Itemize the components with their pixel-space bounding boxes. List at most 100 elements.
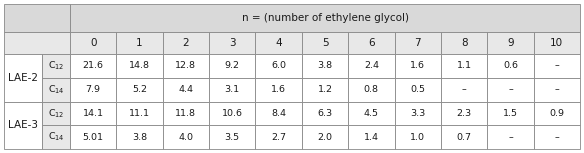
Text: 14.8: 14.8 [129, 61, 150, 70]
Text: –: – [462, 85, 467, 94]
Bar [116, 54, 163, 78]
Bar [348, 125, 395, 149]
Bar [302, 32, 348, 54]
Bar [395, 54, 441, 78]
Text: 1.4: 1.4 [364, 133, 379, 142]
Text: 9: 9 [507, 38, 514, 48]
Bar [487, 101, 534, 125]
Text: 11.1: 11.1 [129, 109, 150, 118]
Bar [163, 101, 209, 125]
Bar [441, 54, 487, 78]
Text: C$_{14}$: C$_{14}$ [48, 131, 64, 143]
Bar [4, 32, 70, 54]
Text: LAE-2: LAE-2 [8, 73, 38, 83]
Text: 6.3: 6.3 [318, 109, 332, 118]
Bar [302, 78, 348, 101]
Bar [4, 4, 70, 32]
Text: 10.6: 10.6 [222, 109, 243, 118]
Text: 6.0: 6.0 [271, 61, 286, 70]
Text: C$_{12}$: C$_{12}$ [48, 60, 64, 72]
Text: –: – [508, 85, 513, 94]
Bar [163, 54, 209, 78]
Text: C$_{14}$: C$_{14}$ [48, 83, 64, 96]
Bar [348, 54, 395, 78]
Text: 1.6: 1.6 [410, 61, 425, 70]
Text: 21.6: 21.6 [83, 61, 104, 70]
Bar [42, 78, 70, 101]
Text: –: – [554, 133, 559, 142]
Bar [395, 101, 441, 125]
Text: 5: 5 [322, 38, 328, 48]
Text: C$_{12}$: C$_{12}$ [48, 107, 64, 120]
Bar [395, 125, 441, 149]
Text: 2: 2 [183, 38, 189, 48]
Text: 11.8: 11.8 [175, 109, 196, 118]
Text: 3.1: 3.1 [225, 85, 240, 94]
Bar [255, 78, 302, 101]
Text: 7: 7 [415, 38, 421, 48]
Bar [255, 54, 302, 78]
Text: 0: 0 [90, 38, 96, 48]
Text: 4.0: 4.0 [178, 133, 193, 142]
Text: 5.2: 5.2 [132, 85, 147, 94]
Bar [70, 125, 116, 149]
Bar [348, 101, 395, 125]
Text: 2.7: 2.7 [271, 133, 286, 142]
Bar [441, 101, 487, 125]
Text: 5.01: 5.01 [83, 133, 104, 142]
Text: 1.1: 1.1 [457, 61, 472, 70]
Text: –: – [508, 133, 513, 142]
Bar [209, 32, 255, 54]
Bar [209, 54, 255, 78]
Bar [209, 125, 255, 149]
Text: 1.2: 1.2 [318, 85, 332, 94]
Bar [348, 78, 395, 101]
Bar [209, 101, 255, 125]
Bar [534, 78, 580, 101]
Text: 1.0: 1.0 [410, 133, 425, 142]
Text: 4.4: 4.4 [178, 85, 193, 94]
Bar [441, 78, 487, 101]
Bar [42, 101, 70, 125]
Bar [163, 32, 209, 54]
Bar [163, 78, 209, 101]
Bar [255, 125, 302, 149]
Text: –: – [554, 61, 559, 70]
Bar [116, 101, 163, 125]
Bar [209, 78, 255, 101]
Bar [534, 54, 580, 78]
Text: 10: 10 [550, 38, 564, 48]
Text: 3: 3 [229, 38, 235, 48]
Bar [255, 101, 302, 125]
Text: 8.4: 8.4 [271, 109, 286, 118]
Bar [70, 78, 116, 101]
Bar [70, 54, 116, 78]
Text: 4: 4 [275, 38, 282, 48]
Text: 1.6: 1.6 [271, 85, 286, 94]
Text: 9.2: 9.2 [225, 61, 240, 70]
Bar [534, 32, 580, 54]
Text: 1.5: 1.5 [503, 109, 518, 118]
Bar [70, 4, 580, 32]
Bar [534, 125, 580, 149]
Bar [70, 32, 116, 54]
Bar [163, 125, 209, 149]
Text: n = (number of ethylene glycol): n = (number of ethylene glycol) [242, 13, 408, 23]
Bar [4, 54, 42, 101]
Text: 6: 6 [368, 38, 375, 48]
Bar [255, 32, 302, 54]
Text: 0.5: 0.5 [410, 85, 425, 94]
Text: 0.9: 0.9 [550, 109, 564, 118]
Bar [395, 32, 441, 54]
Bar [42, 54, 70, 78]
Text: –: – [554, 85, 559, 94]
Text: 2.3: 2.3 [457, 109, 472, 118]
Bar [116, 125, 163, 149]
Bar [441, 125, 487, 149]
Text: 3.8: 3.8 [318, 61, 332, 70]
Bar [534, 101, 580, 125]
Bar [487, 54, 534, 78]
Text: 4.5: 4.5 [364, 109, 379, 118]
Bar [302, 54, 348, 78]
Bar [441, 32, 487, 54]
